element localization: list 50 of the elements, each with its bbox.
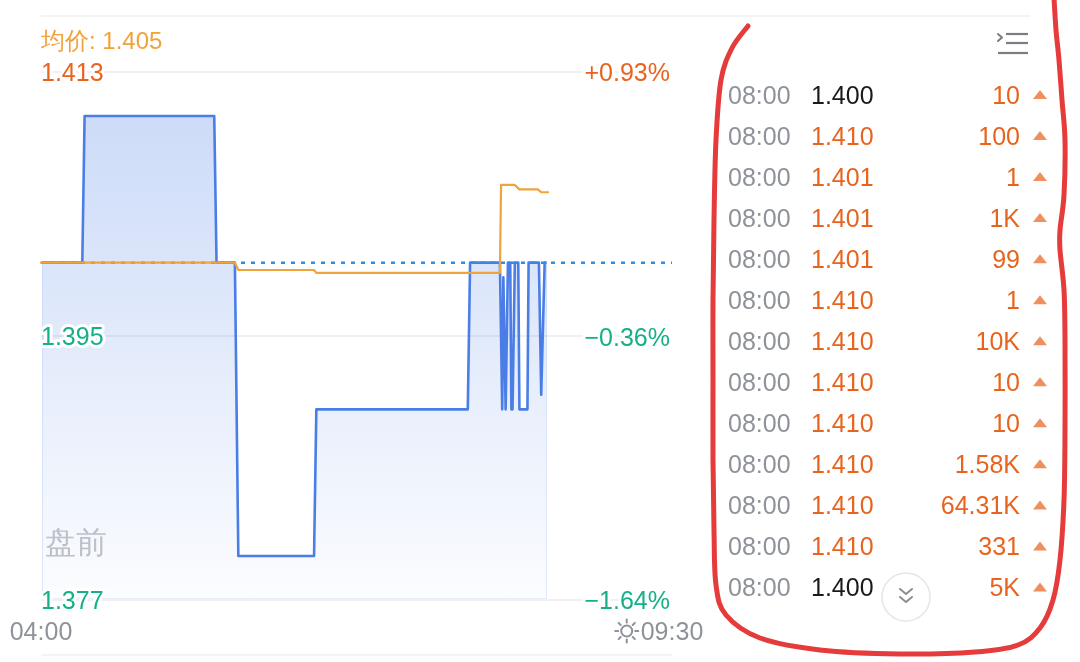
category-label: 5K — [989, 573, 1020, 602]
data-label: 1.400 — [811, 573, 874, 602]
category-label: 08:00 — [728, 532, 791, 561]
category-label: 10 — [992, 368, 1020, 397]
data-label: 1.410 — [811, 368, 874, 397]
category-label: 08:00 — [728, 327, 791, 356]
data-label: 1.410 — [811, 286, 874, 315]
data-label: 1.410 — [811, 409, 874, 438]
data-label: 1.410 — [811, 122, 874, 151]
data-label: 1.410 — [811, 327, 874, 356]
category-label: 331 — [978, 532, 1020, 561]
category-label: 08:00 — [728, 573, 791, 602]
annotation: 盘前 — [45, 524, 107, 560]
data-label: 1.400 — [811, 81, 874, 109]
y2-tick-label: −0.36% — [584, 323, 670, 352]
line-series — [39, 183, 550, 275]
category-label: 1.58K — [954, 450, 1020, 479]
category-label: 1 — [1006, 163, 1020, 192]
y2-tick-label: +0.93% — [584, 58, 670, 86]
category-label: 08:00 — [728, 122, 791, 151]
category-label: 08:00 — [728, 245, 791, 274]
data-label: 1.401 — [811, 163, 874, 192]
data-label: 1.401 — [811, 245, 874, 274]
category-label: 100 — [978, 122, 1020, 151]
y2-tick-label: −1.64% — [584, 586, 670, 614]
category-label: 08:00 — [728, 409, 791, 438]
category-label: 64.31K — [940, 491, 1020, 520]
category-label: 08:00 — [728, 204, 791, 233]
category-label: 1K — [989, 204, 1020, 233]
category-label: 10K — [975, 327, 1020, 356]
y-tick-label: 1.413 — [41, 58, 104, 86]
y-tick-label: 1.377 — [41, 586, 104, 614]
data-label: 1.410 — [811, 491, 874, 520]
category-label: 10 — [992, 81, 1020, 109]
category-label: 08:00 — [728, 286, 791, 315]
category-label: 1 — [1006, 286, 1020, 315]
category-label: 10 — [992, 409, 1020, 438]
data-label: 1.401 — [811, 204, 874, 233]
text: 均价: 1.405 — [40, 26, 163, 54]
x-tick-label: 09:30 — [640, 617, 704, 645]
data-label: 1.410 — [811, 532, 874, 561]
x-tick-label: 04:00 — [9, 617, 73, 645]
category-label: 08:00 — [728, 450, 791, 479]
category-label: 08:00 — [728, 491, 791, 520]
y-tick-label: 1.395 — [41, 322, 104, 350]
category-label: 08:00 — [728, 163, 791, 192]
category-label: 99 — [992, 245, 1020, 274]
category-label: 08:00 — [728, 368, 791, 397]
data-label: 1.410 — [811, 450, 874, 479]
category-label: 08:00 — [728, 81, 791, 109]
